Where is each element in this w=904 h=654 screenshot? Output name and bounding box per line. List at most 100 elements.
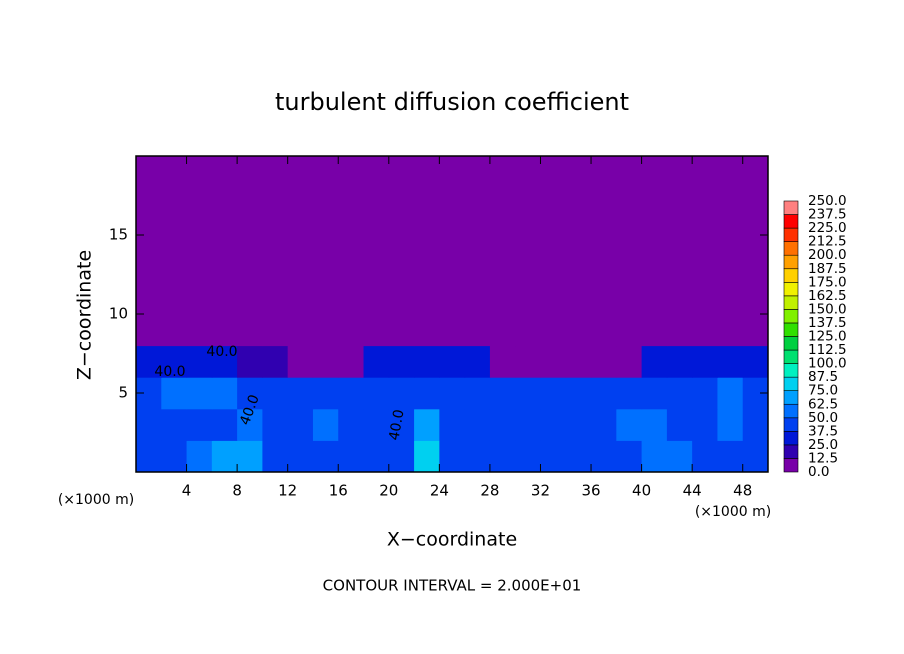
- field-cell: [666, 314, 693, 347]
- colorbar-label: 187.5: [808, 261, 847, 277]
- field-cell: [666, 377, 693, 410]
- field-cell: [388, 408, 415, 441]
- field-cell: [211, 377, 238, 410]
- field-cell: [414, 440, 440, 473]
- field-cell: [186, 345, 213, 378]
- colorbar-box: [783, 254, 799, 270]
- field-cell: [515, 314, 541, 347]
- field-cell: [666, 408, 693, 441]
- field-cell: [616, 345, 643, 378]
- field-cell: [161, 345, 188, 378]
- colorbar-label: 50.0: [808, 410, 838, 426]
- y-unit: (×1000 m): [58, 492, 134, 508]
- field-cell: [312, 440, 339, 473]
- colorbar-label: 37.5: [808, 423, 838, 439]
- field-cell: [641, 156, 668, 315]
- colorbar-label: 200.0: [808, 247, 847, 263]
- x-tick-label: 20: [379, 482, 398, 500]
- field-cell: [464, 440, 491, 473]
- field-cell: [591, 314, 617, 347]
- x-tick-label: 48: [733, 482, 752, 500]
- field-cell: [439, 345, 466, 378]
- field-cell: [565, 440, 592, 473]
- colorbar-box: [783, 431, 799, 446]
- field-cell: [641, 440, 668, 473]
- y-tick-label: 10: [109, 305, 128, 323]
- field-cell: [161, 314, 188, 347]
- field-cell: [161, 408, 188, 441]
- field-cell: [742, 345, 769, 378]
- field-cell: [338, 345, 365, 378]
- colorbar-box: [783, 458, 799, 473]
- field-cell: [717, 314, 744, 347]
- field-cell: [641, 345, 668, 378]
- field-cell: [338, 440, 365, 473]
- x-tick-label: 8: [232, 482, 242, 500]
- field-cell: [616, 440, 643, 473]
- field-cell: [262, 156, 289, 315]
- field-cell: [641, 377, 668, 410]
- field-cell: [363, 408, 390, 441]
- field-cell: [489, 377, 516, 410]
- field-cell: [742, 408, 769, 441]
- field-cell: [338, 377, 365, 410]
- x-tick-label: 40: [632, 482, 651, 500]
- x-tick-label: 4: [182, 482, 192, 500]
- contour-label: 40.0: [154, 364, 185, 380]
- field-cell: [565, 156, 592, 315]
- field-cell: [186, 156, 213, 315]
- field-cell: [540, 314, 567, 347]
- field-cell: [641, 408, 668, 441]
- colorbar-label: 62.5: [808, 396, 838, 412]
- field-cell: [666, 156, 693, 315]
- colorbar-box: [783, 363, 799, 378]
- field-cell: [388, 377, 415, 410]
- field-cell: [439, 408, 466, 441]
- field-cell: [591, 345, 617, 378]
- field-cell: [540, 377, 567, 410]
- x-tick-label: 24: [430, 482, 449, 500]
- x-tick-label: 32: [531, 482, 550, 500]
- y-axis-label: Z−coordinate: [74, 250, 96, 380]
- field-cell: [692, 345, 718, 378]
- field-cell: [515, 156, 541, 315]
- field-cell: [237, 440, 263, 473]
- field-cell: [312, 345, 339, 378]
- field-cell: [489, 156, 516, 315]
- field-cell: [312, 156, 339, 315]
- field-cell: [287, 314, 314, 347]
- colorbar-label: 237.5: [808, 207, 847, 223]
- field-cell: [540, 345, 567, 378]
- field-cell: [464, 408, 491, 441]
- field-cell: [287, 377, 314, 410]
- x-tick-label: 12: [278, 482, 297, 500]
- field-cell: [692, 440, 718, 473]
- field-cell: [515, 377, 541, 410]
- field-cell: [237, 377, 263, 410]
- colorbar-box: [783, 390, 799, 405]
- field-cell: [186, 377, 213, 410]
- field-cell: [287, 156, 314, 315]
- field-cell: [237, 408, 263, 441]
- field-cell: [742, 440, 769, 473]
- colorbar-label: 212.5: [808, 234, 847, 250]
- field-cell: [262, 314, 289, 347]
- field-cell: [616, 377, 643, 410]
- colorbar-label: 112.5: [808, 342, 847, 358]
- field-cell: [717, 440, 744, 473]
- colorbar-box: [783, 241, 799, 256]
- colorbar-box: [783, 322, 799, 337]
- field-cell: [565, 377, 592, 410]
- colorbar-box: [783, 227, 799, 242]
- colorbar-label: 12.5: [808, 450, 838, 466]
- x-tick-label: 16: [329, 482, 348, 500]
- field-cell: [464, 314, 491, 347]
- field-cell: [388, 156, 415, 315]
- field-cell: [489, 345, 516, 378]
- chart-title: turbulent diffusion coefficient: [275, 88, 629, 116]
- field-cell: [515, 345, 541, 378]
- field-cell: [565, 408, 592, 441]
- field-cell: [591, 377, 617, 410]
- field-cell: [312, 408, 339, 441]
- field-cell: [565, 345, 592, 378]
